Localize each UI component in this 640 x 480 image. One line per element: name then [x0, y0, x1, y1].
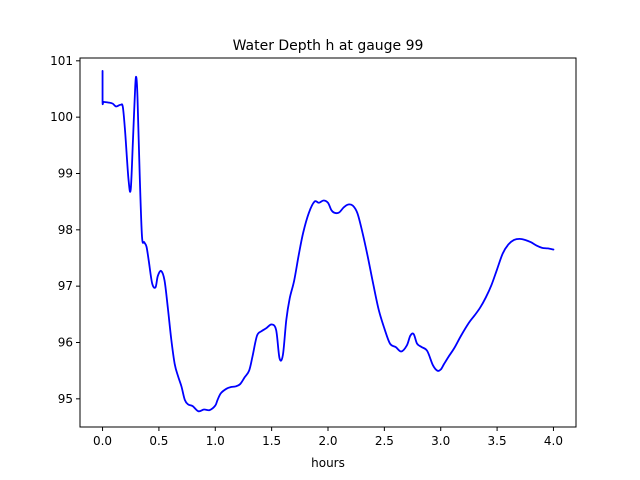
chart-title: Water Depth h at gauge 99: [233, 38, 424, 54]
y-tick-label: 95: [58, 392, 73, 406]
x-tick-label: 0.5: [149, 434, 168, 448]
x-tick-label: 1.0: [206, 434, 225, 448]
y-tick-label: 101: [50, 54, 73, 68]
x-tick-label: 4.0: [544, 434, 563, 448]
y-tick-label: 96: [58, 335, 73, 349]
series-line: [101, 70, 555, 413]
y-tick-label: 100: [50, 110, 73, 124]
y-axis: 95 96 97 98 99 100 101: [50, 54, 80, 406]
x-axis-label: hours: [311, 456, 345, 470]
y-tick-label: 99: [58, 166, 73, 180]
x-tick-label: 3.5: [488, 434, 507, 448]
x-tick-label: 0.0: [93, 434, 112, 448]
x-tick-label: 1.5: [262, 434, 281, 448]
plot-area: [101, 70, 555, 413]
x-tick-label: 2.0: [318, 434, 337, 448]
x-axis: 0.0 0.5 1.0 1.5 2.0 2.5 3.0 3.5 4.0: [93, 427, 563, 448]
y-tick-label: 97: [58, 279, 73, 293]
axes-frame: [79, 57, 577, 428]
y-tick-label: 98: [58, 223, 73, 237]
x-tick-label: 3.0: [431, 434, 450, 448]
x-tick-label: 2.5: [375, 434, 394, 448]
